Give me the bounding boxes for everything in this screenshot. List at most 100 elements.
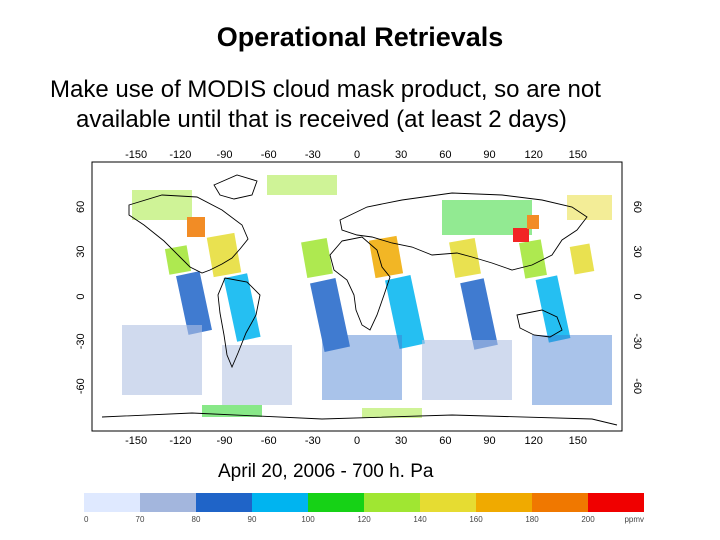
latitude-tick-label: -30 — [631, 333, 643, 349]
world-map: -150 -120 -90 -60 -30 0 30 60 90 120 150 -150 -120-… — [75, 149, 643, 447]
longitude-tick-label: 120 — [524, 149, 542, 161]
longitude-tick-label: 150 — [569, 435, 587, 447]
swath — [132, 190, 192, 220]
swath — [513, 228, 529, 242]
swath — [368, 235, 404, 279]
legend-tick-label: 140 — [413, 515, 427, 524]
swath — [122, 325, 202, 395]
latitude-labels-left: 60 30 0 -30 -60 — [75, 201, 87, 394]
longitude-tick-label: 150 — [569, 149, 587, 161]
longitude-tick-label: -60 — [261, 435, 277, 447]
latitude-tick-label: 0 — [75, 293, 87, 299]
longitude-tick-label: 30 — [395, 149, 407, 161]
longitude-tick-label: -90 — [217, 149, 233, 161]
swath — [301, 238, 333, 278]
longitude-tick-label: -120 — [169, 435, 191, 447]
map-frame — [91, 161, 623, 432]
longitude-tick-label: -120 — [169, 149, 191, 161]
south-america-outline — [217, 277, 261, 369]
latitude-tick-label: -60 — [75, 378, 87, 394]
legend-swatch — [196, 493, 252, 512]
antarctica-outline — [101, 412, 618, 426]
legend-tick-label: 100 — [301, 515, 315, 524]
longitude-tick-label: -60 — [261, 149, 277, 161]
swath — [449, 238, 481, 278]
longitude-tick-label: -150 — [125, 149, 147, 161]
legend-tick-label: 0 — [84, 515, 89, 524]
longitude-tick-label: 120 — [524, 435, 542, 447]
longitude-tick-label: 60 — [439, 149, 451, 161]
legend-tick-label: ppmv — [624, 515, 644, 524]
longitude-tick-label: 90 — [483, 435, 495, 447]
legend-swatch — [308, 493, 364, 512]
slide-title: Operational Retrievals — [216, 22, 504, 52]
swath — [527, 215, 539, 229]
swath — [310, 278, 350, 352]
legend-tick-labels: 0 70 80 90 100 120 140 160 180 200 ppmv — [84, 515, 644, 529]
world-map-figure: -150 -120 -90 -60 -30 0 30 60 90 120 150 -150 -120-… — [72, 145, 647, 450]
legend-tick-label: 80 — [191, 515, 201, 524]
swath — [322, 335, 402, 400]
legend-tick-label: 70 — [135, 515, 145, 524]
longitude-tick-label: -150 — [125, 435, 147, 447]
legend-swatch — [476, 493, 532, 512]
swath — [223, 273, 261, 342]
latitude-tick-label: 30 — [75, 246, 87, 258]
latitude-tick-label: 60 — [631, 201, 643, 213]
body-text-line-1: Make use of MODIS cloud mask product, so… — [50, 76, 601, 103]
longitude-tick-label: 90 — [483, 149, 495, 161]
swath — [187, 217, 205, 237]
longitude-tick-label: 60 — [439, 435, 451, 447]
swath — [460, 278, 498, 350]
retrieval-swaths — [122, 175, 612, 418]
legend-swatch — [420, 493, 476, 512]
latitude-tick-label: -30 — [75, 333, 87, 349]
swath — [176, 271, 212, 335]
legend-swatch — [140, 493, 196, 512]
longitude-labels-top: -150 -120 -90 -60 -30 0 30 60 90 120 150 — [125, 149, 587, 161]
slide-body: Make use of MODIS cloud mask product, so… — [50, 75, 601, 135]
legend-tick-label: 90 — [247, 515, 257, 524]
swath — [535, 275, 571, 343]
latitude-tick-label: -60 — [631, 378, 643, 394]
legend-swatch — [252, 493, 308, 512]
australia-outline — [516, 309, 563, 338]
legend-swatch — [84, 493, 140, 512]
swath — [206, 232, 242, 278]
longitude-tick-label: 0 — [354, 435, 360, 447]
color-legend: 0 70 80 90 100 120 140 160 180 200 ppmv — [84, 493, 644, 533]
legend-tick-label: 180 — [525, 515, 539, 524]
map-caption: April 20, 2006 - 700 h. Pa — [218, 461, 434, 482]
body-text-line-2: available until that is received (at lea… — [76, 106, 567, 133]
north-america-outline — [128, 194, 249, 274]
latitude-tick-label: 30 — [631, 246, 643, 258]
swath — [362, 408, 422, 418]
africa-outline — [329, 236, 391, 331]
swath — [267, 175, 337, 195]
longitude-tick-label: -30 — [305, 435, 321, 447]
swath — [422, 340, 512, 400]
latitude-labels-right: 60 30 0 -30 -60 — [631, 201, 643, 394]
legend-tick-label: 200 — [581, 515, 595, 524]
longitude-tick-label: 0 — [354, 149, 360, 161]
swath — [222, 345, 292, 405]
swath — [164, 245, 192, 275]
legend-color-bar — [84, 493, 644, 512]
swath — [567, 195, 612, 220]
latitude-tick-label: 0 — [631, 293, 643, 299]
swath — [385, 275, 425, 349]
swath — [519, 239, 547, 279]
eurasia-outline — [339, 192, 588, 271]
greenland-outline — [213, 174, 258, 200]
legend-tick-label: 160 — [469, 515, 483, 524]
longitude-tick-label: 30 — [395, 435, 407, 447]
longitude-labels-bottom: -150 -120 -90 -60 -30 0 30 60 90 120 150 — [125, 435, 587, 447]
latitude-tick-label: 60 — [75, 201, 87, 213]
legend-swatch — [364, 493, 420, 512]
swath — [569, 243, 595, 275]
coastlines — [101, 174, 618, 426]
legend-swatch — [532, 493, 588, 512]
swath — [532, 335, 612, 405]
longitude-tick-label: -90 — [217, 435, 233, 447]
legend-tick-label: 120 — [357, 515, 371, 524]
